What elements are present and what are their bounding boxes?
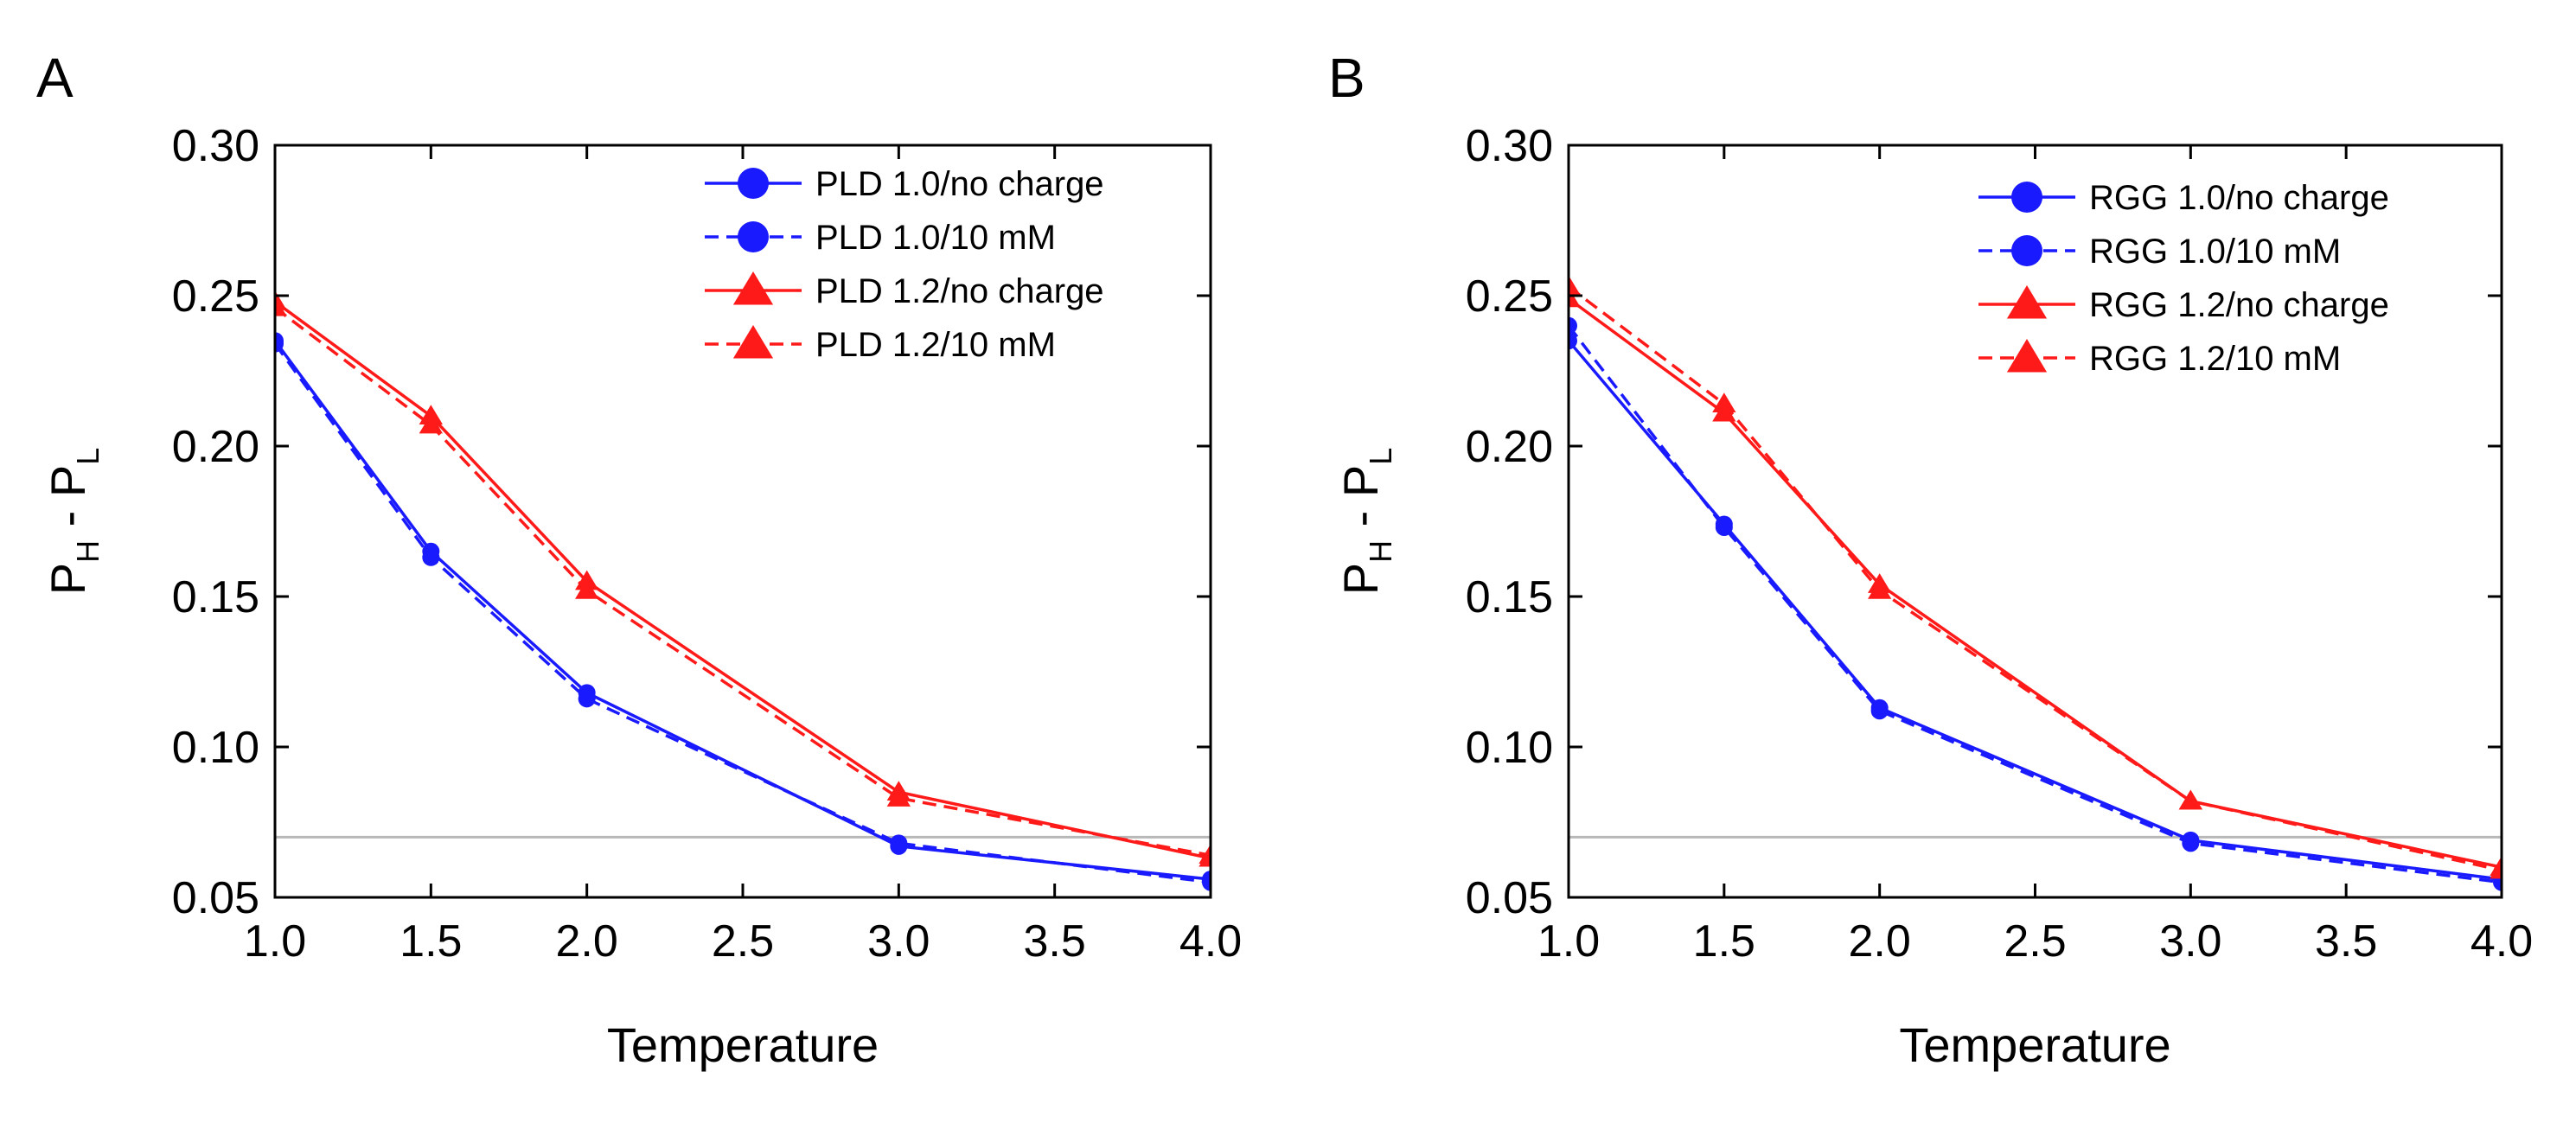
y-axis-label-sub1: H bbox=[1363, 540, 1398, 563]
plot-area bbox=[1569, 275, 2502, 891]
y-axis-label-sub2: L bbox=[1363, 448, 1398, 465]
x-axis-label: Temperature bbox=[1899, 1018, 2170, 1072]
x-tick-label: 3.0 bbox=[867, 916, 930, 967]
legend-marker-triangle bbox=[2006, 339, 2048, 373]
legend: PLD 1.0/no charge PLD 1.0/10 mM PLD 1.2/no… bbox=[705, 165, 1104, 364]
legend-label: RGG 1.0/no charge bbox=[2089, 179, 2389, 217]
y-tick-label: 0.10 bbox=[172, 723, 259, 773]
legend-marker-triangle bbox=[732, 325, 774, 359]
data-point-circle bbox=[275, 335, 284, 353]
y-axis-label-main: P bbox=[1333, 563, 1388, 595]
legend-label: RGG 1.2/10 mM bbox=[2089, 340, 2341, 378]
panel-a: A 1.0 1.5 2.0 2.5 3.0 3.5 4.0 0.05 0.10 0.15 0.20 0.… bbox=[36, 47, 1242, 1072]
data-point-circle bbox=[1715, 518, 1733, 536]
legend-marker-circle bbox=[738, 168, 769, 199]
data-point-triangle bbox=[886, 787, 911, 807]
x-tick-label: 1.5 bbox=[400, 916, 462, 967]
y-axis-label: PH - PL bbox=[41, 448, 105, 596]
y-axis-label-mid: - P bbox=[1333, 465, 1388, 540]
y-tick-label: 0.25 bbox=[1466, 271, 1553, 322]
legend-marker-triangle bbox=[732, 271, 774, 305]
x-tick-label: 1.0 bbox=[244, 916, 306, 967]
x-axis-label: Temperature bbox=[607, 1018, 879, 1072]
y-axis-label: PH - PL bbox=[1333, 448, 1398, 596]
legend-marker-circle bbox=[738, 221, 769, 252]
y-tick-label: 0.15 bbox=[172, 572, 259, 622]
x-tick-label: 2.5 bbox=[712, 916, 774, 967]
x-tick-label: 3.0 bbox=[2159, 916, 2221, 967]
data-point-triangle bbox=[2178, 789, 2202, 810]
y-tick-label: 0.30 bbox=[172, 121, 259, 171]
data-point-circle bbox=[890, 834, 908, 852]
y-tick-label: 0.30 bbox=[1466, 121, 1553, 171]
series-line-4 bbox=[1569, 285, 2502, 872]
legend-marker-circle bbox=[2011, 235, 2042, 266]
legend-label: PLD 1.2/10 mM bbox=[815, 326, 1056, 364]
series-line-4 bbox=[275, 306, 1211, 858]
data-point-circle bbox=[2182, 834, 2200, 852]
legend-label: RGG 1.2/no charge bbox=[2089, 286, 2389, 324]
series-line-3 bbox=[275, 300, 1211, 860]
y-tick-label: 0.05 bbox=[172, 873, 259, 923]
data-point-triangle bbox=[419, 413, 443, 434]
y-tick-label: 0.20 bbox=[172, 422, 259, 472]
y-axis-label-main: P bbox=[41, 563, 95, 595]
legend-label: RGG 1.0/10 mM bbox=[2089, 233, 2341, 271]
plot-frame bbox=[273, 144, 1212, 899]
data-point-circle bbox=[578, 690, 596, 708]
y-tick-label: 0.20 bbox=[1466, 422, 1553, 472]
data-point-triangle bbox=[1868, 579, 1892, 599]
y-tick-label: 0.15 bbox=[1466, 572, 1553, 622]
legend: RGG 1.0/no charge RGG 1.0/10 mM RGG 1.2/no… bbox=[1978, 179, 2389, 378]
y-tick-label: 0.05 bbox=[1466, 873, 1553, 923]
y-tick-label: 0.10 bbox=[1466, 723, 1553, 773]
x-tick-label: 2.5 bbox=[2004, 916, 2066, 967]
x-tick-label: 1.0 bbox=[1537, 916, 1600, 967]
x-tick-label: 1.5 bbox=[1693, 916, 1755, 967]
series-line-3 bbox=[1569, 297, 2502, 869]
data-point-circle bbox=[1202, 873, 1211, 891]
data-point-triangle bbox=[575, 579, 599, 599]
data-point-circle bbox=[422, 548, 440, 566]
x-tick-label: 4.0 bbox=[1179, 916, 1242, 967]
legend-label: PLD 1.0/no charge bbox=[815, 165, 1104, 203]
data-point-triangle bbox=[1199, 844, 1211, 865]
series-line-1 bbox=[275, 340, 1211, 881]
plot-area bbox=[275, 290, 1211, 891]
series-line-2 bbox=[1569, 324, 2502, 884]
y-axis-label-mid: - P bbox=[41, 465, 95, 540]
panel-letter: B bbox=[1328, 47, 1365, 109]
series-line-1 bbox=[1569, 340, 2502, 881]
data-point-triangle bbox=[1712, 392, 1736, 413]
data-point-triangle bbox=[1569, 275, 1581, 296]
x-tick-label: 2.0 bbox=[556, 916, 618, 967]
y-axis-label-sub2: L bbox=[70, 448, 105, 465]
data-point-triangle bbox=[2490, 858, 2502, 879]
y-axis-label-sub1: H bbox=[70, 540, 105, 563]
x-tick-label: 3.5 bbox=[1024, 916, 1086, 967]
legend-marker-circle bbox=[2011, 182, 2042, 213]
data-point-triangle bbox=[275, 296, 287, 316]
x-tick-label: 3.5 bbox=[2315, 916, 2377, 967]
legend-marker-triangle bbox=[2006, 285, 2048, 319]
legend-label: PLD 1.0/10 mM bbox=[815, 219, 1056, 257]
y-tick-label: 0.25 bbox=[172, 271, 259, 322]
x-tick-label: 4.0 bbox=[2471, 916, 2533, 967]
data-point-circle bbox=[1870, 702, 1889, 720]
x-tick-label: 2.0 bbox=[1849, 916, 1911, 967]
series-line-2 bbox=[275, 342, 1211, 884]
panel-b: B 1.0 1.5 2.0 2.5 3.0 3.5 4.0 0.05 0.10 0.15 0.20 0.… bbox=[1328, 47, 2533, 1072]
legend-label: PLD 1.2/no charge bbox=[815, 272, 1104, 310]
data-point-circle bbox=[1569, 316, 1577, 335]
panel-letter: A bbox=[36, 47, 74, 109]
